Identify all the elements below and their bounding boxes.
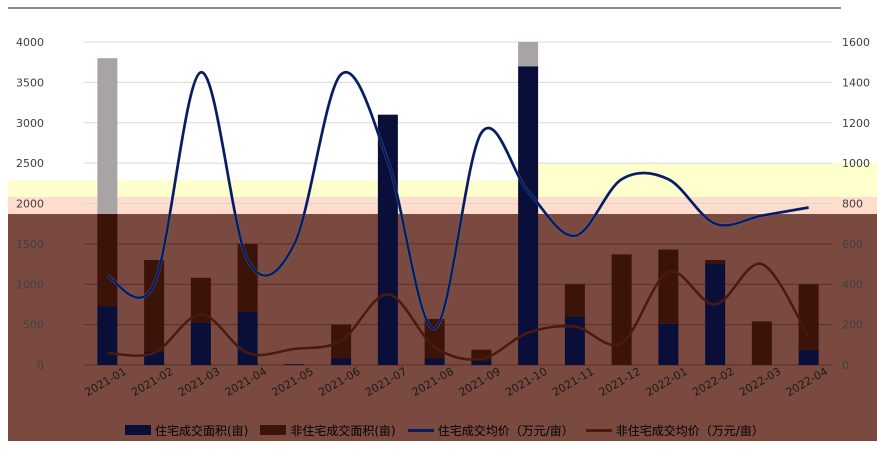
y-left-tick: 1000 xyxy=(16,278,44,291)
bar-nonresidential xyxy=(705,260,726,265)
y-right-tick: 1600 xyxy=(842,36,870,49)
bar-nonresidential xyxy=(144,260,165,352)
legend-label: 非住宅成交均价（万元/亩） xyxy=(615,423,764,438)
bar-residential xyxy=(97,306,118,365)
top-rule xyxy=(8,7,841,9)
y-left-tick: 3500 xyxy=(16,76,44,89)
bar-nonresidential xyxy=(190,277,211,324)
y-left-tick: 3000 xyxy=(16,117,44,130)
legend-swatch xyxy=(585,428,612,432)
bar-residential xyxy=(518,66,539,365)
bar-residential xyxy=(705,264,726,365)
legend-swatch xyxy=(125,425,151,435)
line-nonresidential-price xyxy=(107,262,810,361)
bar-nonresidential xyxy=(798,284,819,350)
legend-label: 住宅成交均价（万元/亩） xyxy=(437,423,574,438)
y-right-tick: 0 xyxy=(842,359,849,372)
bar-nonresidential-ghost xyxy=(518,42,539,67)
y-right-tick: 800 xyxy=(842,198,863,211)
legend-label: 非住宅成交面积(亩) xyxy=(290,423,396,438)
chart-legend: 住宅成交面积(亩) 非住宅成交面积(亩) 住宅成交均价（万元/亩） 非住宅成交均价（万… xyxy=(125,422,764,438)
y-left-tick: 0 xyxy=(37,359,44,372)
y-left-tick: 1500 xyxy=(16,238,44,251)
bar-nonresidential xyxy=(751,321,772,365)
highlight-band-pink xyxy=(8,197,877,214)
y-left-tick: 2500 xyxy=(16,157,44,170)
y-right-tick: 600 xyxy=(842,238,863,251)
legend-item: 住宅成交均价（万元/亩） xyxy=(407,422,574,439)
legend-label: 住宅成交面积(亩) xyxy=(155,423,249,438)
legend-swatch xyxy=(407,428,434,432)
y-left-tick: 4000 xyxy=(16,36,44,49)
bar-residential xyxy=(331,358,352,365)
legend-swatch xyxy=(260,425,287,435)
line-residential-price xyxy=(106,71,809,330)
highlight-band-pale xyxy=(8,180,877,197)
y-left-tick: 2000 xyxy=(16,198,44,211)
bar-nonresidential xyxy=(658,249,679,324)
y-right-tick: 1200 xyxy=(842,117,870,130)
bar-nonresidential xyxy=(237,243,258,312)
bar-nonresidential xyxy=(97,214,118,307)
bar-nonresidential xyxy=(611,254,632,365)
y-right-tick: 200 xyxy=(842,319,863,332)
y-left-tick: 500 xyxy=(23,319,44,332)
y-right-tick: 400 xyxy=(842,278,863,291)
y-right-tick: 1400 xyxy=(842,76,870,89)
bar-residential xyxy=(471,360,492,365)
legend-item: 非住宅成交均价（万元/亩） xyxy=(585,422,764,439)
bar-residential xyxy=(658,323,679,365)
bar-residential xyxy=(237,311,258,365)
bar-nonresidential xyxy=(471,349,492,361)
highlight-band-pale-right xyxy=(520,163,877,180)
bar-residential xyxy=(377,114,398,365)
y-right-tick: 1000 xyxy=(842,157,870,170)
legend-item: 住宅成交面积(亩) xyxy=(125,422,248,439)
bar-residential xyxy=(564,316,585,365)
bar-residential xyxy=(424,358,445,365)
bar-residential xyxy=(798,349,819,365)
bar-nonresidential-ghost xyxy=(97,58,118,215)
bar-nonresidential xyxy=(564,284,585,317)
bar-residential xyxy=(284,364,305,365)
legend-item: 非住宅成交面积(亩) xyxy=(260,422,396,439)
bar-residential xyxy=(190,323,211,365)
